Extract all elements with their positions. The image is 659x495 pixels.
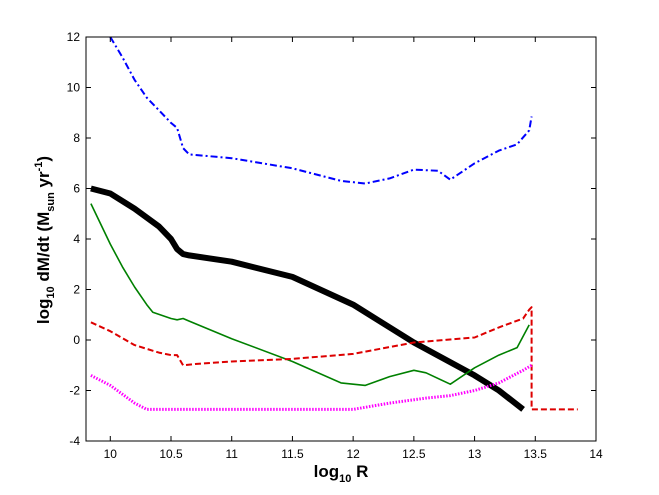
y-tick-label: 12 xyxy=(67,30,81,44)
x-axis-label: log10 R xyxy=(314,462,369,485)
series-line-2 xyxy=(90,203,530,387)
x-tick-label: 11 xyxy=(225,447,238,461)
y-axis-label-mid2: yr xyxy=(34,171,53,192)
y-tick-label: 10 xyxy=(67,81,81,95)
x-tick-label: 12.5 xyxy=(402,447,426,461)
series-line-0 xyxy=(109,36,533,185)
x-tick-label: 10 xyxy=(104,447,118,461)
y-axis-label-sub: 10 xyxy=(45,286,57,298)
y-tick-label: 6 xyxy=(73,182,80,196)
x-tick-label: 13 xyxy=(468,447,482,461)
y-axis-label-mid: dM/dt (M xyxy=(34,212,53,287)
x-tick-label: 10.5 xyxy=(159,447,183,461)
series-line-1 xyxy=(90,185,525,412)
x-axis-label-suffix: R xyxy=(351,462,368,481)
y-tick-label: 4 xyxy=(73,232,80,246)
y-axis-label-sub2: sun xyxy=(45,192,57,212)
y-axis-label-suffix: ) xyxy=(34,156,53,162)
y-tick-label: 2 xyxy=(73,283,80,297)
y-tick-label: -4 xyxy=(69,434,80,448)
x-tick-label: 13.5 xyxy=(524,447,548,461)
y-axis-label: log10 dM/dt (Msun yr-1) xyxy=(33,156,57,324)
x-tick-label: 11.5 xyxy=(281,447,304,461)
y-axis-label-sup: -1 xyxy=(33,162,45,172)
x-tick-label: 14 xyxy=(589,447,603,461)
y-axis-label-prefix: log xyxy=(34,299,53,325)
series-layer xyxy=(90,36,578,412)
y-tick-label: 0 xyxy=(73,333,80,347)
series-line-3 xyxy=(90,306,578,411)
x-axis-ticks: 10 10.5 11 11.5 12 12.5 13 13.5 14 xyxy=(104,37,603,461)
x-tick-label: 12 xyxy=(346,447,360,461)
x-axis-label-prefix: log xyxy=(314,462,340,481)
y-axis-ticks: -4 -2 0 2 4 6 8 10 12 xyxy=(67,30,596,448)
x-axis-label-sub: 10 xyxy=(339,473,351,485)
y-tick-label: -2 xyxy=(69,384,80,398)
y-tick-label: 8 xyxy=(73,131,80,145)
plot-background xyxy=(86,37,596,441)
